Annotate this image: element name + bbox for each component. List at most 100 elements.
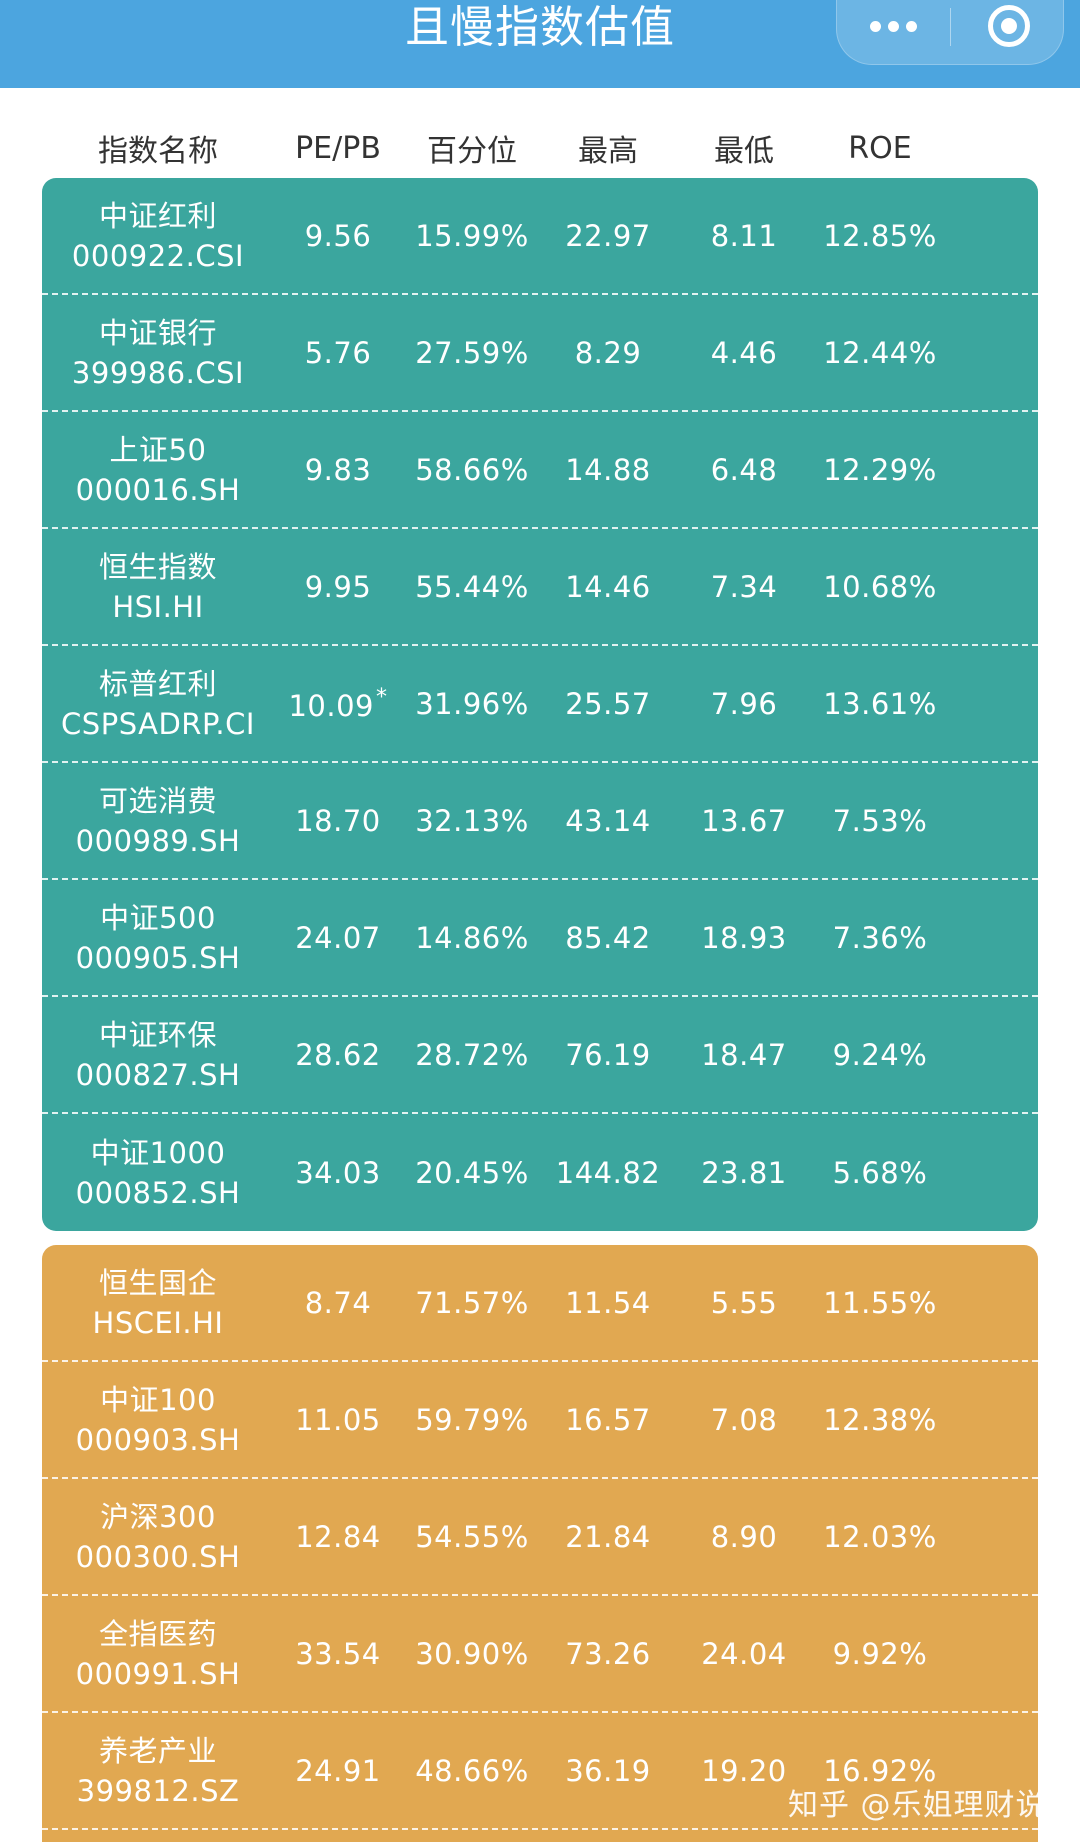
low-value: 7.34 xyxy=(710,569,778,604)
index-row[interactable]: 中证1000 000852.SH 34.03 20.45% 144.82 23.… xyxy=(42,1114,1038,1231)
column-header-name[interactable]: 指数名称 xyxy=(98,134,218,169)
pe-pb-value: 28.62 xyxy=(274,1038,402,1072)
percentile-value: 48.66% xyxy=(415,1753,529,1788)
index-name-cell: 中证红利 000922.CSI xyxy=(42,196,274,276)
index-name: 可选消费 xyxy=(98,783,217,818)
pe-pb-number: 34.03 xyxy=(295,1155,381,1190)
pe-pb-value: 9.56 xyxy=(274,219,402,253)
percentile-value: 20.45% xyxy=(415,1155,529,1190)
pe-pb-value: 9.95 xyxy=(274,570,402,604)
percentile-value: 30.90% xyxy=(415,1636,529,1671)
index-code: 000903.SH xyxy=(75,1422,241,1457)
high-value: 25.57 xyxy=(565,686,651,721)
column-header-pe-pb[interactable]: PE/PB xyxy=(295,130,381,166)
pe-pb-number: 10.09 xyxy=(288,688,375,723)
index-name: 恒生指数 xyxy=(98,549,217,584)
index-name-cell: 中证1000 000852.SH xyxy=(42,1133,274,1213)
pe-pb-number: 9.95 xyxy=(304,569,372,604)
index-code: HSCEI.HI xyxy=(92,1305,224,1340)
index-name-cell: 可选消费 000989.SH xyxy=(42,781,274,861)
pe-pb-number: 28.62 xyxy=(295,1037,381,1072)
index-name-cell: 恒生国企 HSCEI.HI xyxy=(42,1263,274,1343)
roe-value: 9.92% xyxy=(832,1636,928,1671)
high-value: 43.14 xyxy=(565,803,651,838)
watermark-text: 知乎 @乐姐理财说 xyxy=(788,1788,1047,1823)
roe-value: 12.44% xyxy=(823,335,937,370)
low-value: 7.96 xyxy=(710,686,778,721)
index-row[interactable]: 全指医药 000991.SH 33.54 30.90% 73.26 24.04 … xyxy=(42,1596,1038,1713)
high-value: 21.84 xyxy=(565,1519,651,1554)
pe-pb-number: 9.56 xyxy=(304,218,372,253)
index-row[interactable]: 中证环保 000827.SH 28.62 28.72% 76.19 18.47 … xyxy=(42,997,1038,1114)
pe-pb-value: 12.84 xyxy=(274,1520,402,1554)
low-value: 23.81 xyxy=(701,1155,787,1190)
percentile-value: 28.72% xyxy=(415,1037,529,1072)
pe-pb-value: 11.05 xyxy=(274,1403,402,1437)
pe-pb-value: 24.07 xyxy=(274,921,402,955)
index-name-cell: 中证环保 000827.SH xyxy=(42,1015,274,1095)
index-code: 000991.SH xyxy=(75,1656,241,1691)
column-header-row: 指数名称 PE/PB 百分位 最高 最低 ROE xyxy=(42,118,1038,178)
low-value: 8.90 xyxy=(710,1519,778,1554)
index-row[interactable]: 可选消费 000989.SH 18.70 32.13% 43.14 13.67 … xyxy=(42,763,1038,880)
pe-pb-value: 5.76 xyxy=(274,336,402,370)
index-row[interactable]: 中证银行 399986.CSI 5.76 27.59% 8.29 4.46 12… xyxy=(42,295,1038,412)
low-value: 24.04 xyxy=(701,1636,787,1671)
pe-pb-number: 11.05 xyxy=(295,1402,381,1437)
pe-pb-number: 33.54 xyxy=(295,1636,381,1671)
pe-pb-value: 34.03 xyxy=(274,1156,402,1190)
low-value: 7.08 xyxy=(710,1402,778,1437)
index-row[interactable]: 中证500 000905.SH 24.07 14.86% 85.42 18.93… xyxy=(42,880,1038,997)
index-name: 中证500 xyxy=(100,900,216,935)
index-row[interactable]: 养老产业 399812.SZ 24.91 48.66% 36.19 19.20 … xyxy=(42,1713,1038,1830)
index-name-cell: 恒生指数 HSI.HI xyxy=(42,547,274,627)
percentile-value: 71.57% xyxy=(415,1285,529,1320)
high-value: 76.19 xyxy=(565,1037,651,1072)
high-value: 36.19 xyxy=(565,1753,651,1788)
index-name-cell: 养老产业 399812.SZ xyxy=(42,1731,274,1811)
percentile-value: 14.86% xyxy=(415,920,529,955)
index-row[interactable]: 恒生指数 HSI.HI 9.95 55.44% 14.46 7.34 10.68… xyxy=(42,529,1038,646)
high-value: 85.42 xyxy=(565,920,651,955)
title-bar: 且慢指数估值 xyxy=(0,0,1080,88)
low-value: 18.93 xyxy=(701,920,787,955)
index-name: 全指医药 xyxy=(98,1616,217,1651)
page-title: 且慢指数估值 xyxy=(405,2,675,53)
roe-value: 5.68% xyxy=(832,1155,928,1190)
close-button[interactable] xyxy=(951,0,1063,64)
index-name: 上证50 xyxy=(109,432,207,467)
low-value: 8.11 xyxy=(710,218,778,253)
index-row[interactable]: 标普红利 CSPSADRP.CI 10.09* 31.96% 25.57 7.9… xyxy=(42,646,1038,763)
high-value: 73.26 xyxy=(565,1636,651,1671)
percentile-value: 32.13% xyxy=(415,803,529,838)
index-row[interactable]: 上证50 000016.SH 9.83 58.66% 14.88 6.48 12… xyxy=(42,412,1038,529)
index-code: 000922.CSI xyxy=(71,238,245,273)
pe-pb-value: 9.83 xyxy=(274,453,402,487)
index-row[interactable]: 沪深300 000300.SH 12.84 54.55% 21.84 8.90 … xyxy=(42,1479,1038,1596)
index-row[interactable]: 中证100 000903.SH 11.05 59.79% 16.57 7.08 … xyxy=(42,1362,1038,1479)
column-header-percentile[interactable]: 百分位 xyxy=(427,134,517,169)
index-row[interactable]: 中证红利 000922.CSI 9.56 15.99% 22.97 8.11 1… xyxy=(42,178,1038,295)
undervalued-group: 中证红利 000922.CSI 9.56 15.99% 22.97 8.11 1… xyxy=(42,178,1038,1231)
column-header-roe[interactable]: ROE xyxy=(848,130,912,166)
index-name-cell: 标普红利 CSPSADRP.CI xyxy=(42,664,274,744)
roe-value: 11.55% xyxy=(823,1285,937,1320)
roe-value: 9.24% xyxy=(832,1037,928,1072)
high-value: 16.57 xyxy=(565,1402,651,1437)
index-name-cell: 中证银行 399986.CSI xyxy=(42,313,274,393)
pe-pb-value: 18.70 xyxy=(274,804,402,838)
index-name-cell: 中证100 000903.SH xyxy=(42,1380,274,1460)
low-value: 6.48 xyxy=(710,452,778,487)
roe-value: 12.38% xyxy=(823,1402,937,1437)
column-header-high[interactable]: 最高 xyxy=(578,134,638,169)
index-row[interactable]: 恒生国企 HSCEI.HI 8.74 71.57% 11.54 5.55 11.… xyxy=(42,1245,1038,1362)
roe-value: 12.85% xyxy=(823,218,937,253)
pe-pb-number: 18.70 xyxy=(295,803,381,838)
index-code: HSI.HI xyxy=(112,589,204,624)
percentile-value: 31.96% xyxy=(415,686,529,721)
index-code: 000852.SH xyxy=(75,1175,241,1210)
more-button[interactable] xyxy=(837,0,950,64)
index-name-cell: 沪深300 000300.SH xyxy=(42,1497,274,1577)
column-header-low[interactable]: 最低 xyxy=(714,134,774,169)
